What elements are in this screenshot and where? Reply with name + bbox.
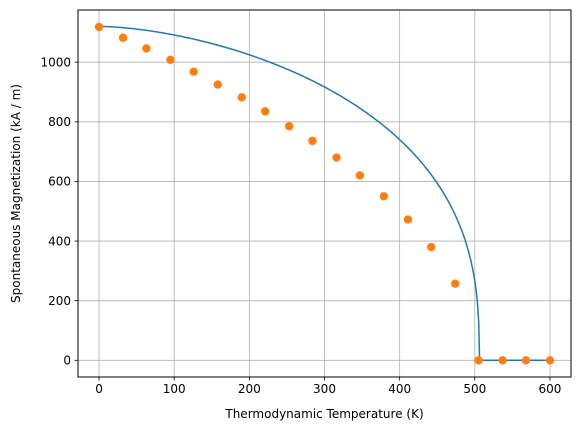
magnetization-curve (99, 25, 550, 362)
data-point (332, 153, 341, 162)
data-point (498, 356, 507, 365)
data-point (213, 80, 222, 89)
x-tick-label: 200 (238, 382, 261, 396)
x-tick-label: 400 (388, 382, 411, 396)
data-point (284, 122, 294, 131)
y-tick-label: 800 (48, 115, 71, 129)
grid-layer (78, 10, 571, 377)
data-point (545, 356, 555, 365)
data-point (451, 279, 460, 288)
x-tick-label: 600 (539, 382, 562, 396)
data-point (94, 22, 104, 32)
y-tick-label: 400 (48, 234, 71, 248)
data-point (474, 356, 483, 365)
x-tick-label: 500 (463, 382, 486, 396)
x-tick-label: 300 (313, 382, 336, 396)
y-tick-label: 600 (48, 175, 71, 189)
series-layer (94, 22, 555, 365)
y-axis-label: Spontaneous Magnetization (kA / m) (9, 84, 23, 303)
tick-layer: 0 100 200 300 400 500 600 0 200 400 600 800 1000 (40, 55, 561, 396)
data-point (403, 215, 413, 224)
data-point (308, 136, 317, 146)
x-tick-label: 0 (95, 382, 103, 396)
data-point (379, 192, 389, 201)
data-point (355, 171, 365, 180)
data-point (427, 242, 436, 252)
y-tick-label: 1000 (40, 55, 71, 69)
data-point (166, 55, 175, 64)
y-tick-label: 0 (63, 354, 71, 368)
y-tick-label: 200 (48, 294, 71, 308)
data-point (189, 67, 198, 76)
x-tick-label: 100 (163, 382, 186, 396)
data-point (260, 107, 270, 116)
data-point (521, 356, 531, 365)
data-point (237, 93, 247, 102)
data-point (142, 44, 151, 53)
x-axis-label: Thermodynamic Temperature (K) (224, 407, 423, 421)
data-point (118, 33, 128, 42)
